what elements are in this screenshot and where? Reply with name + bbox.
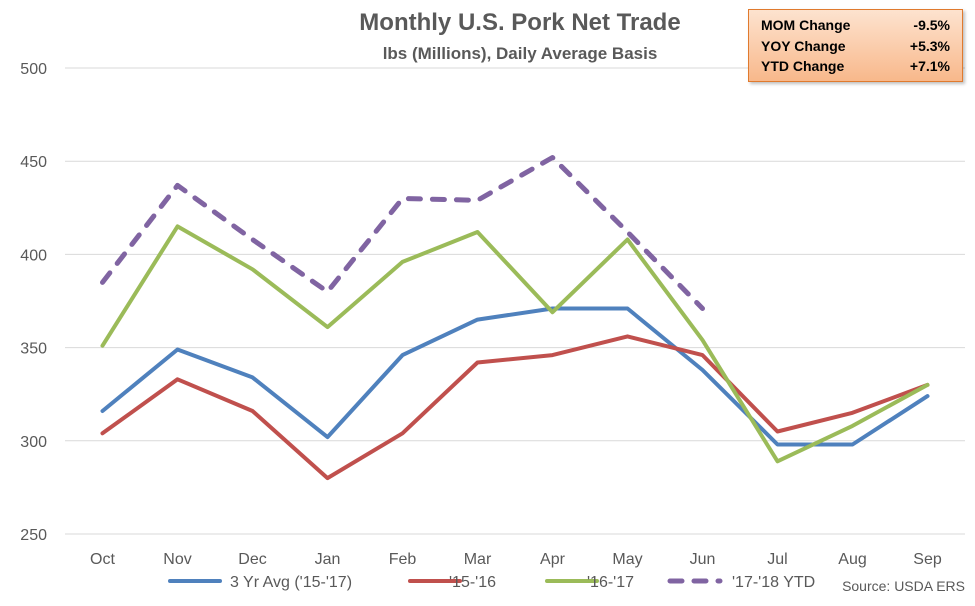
x-tick-label: Jan (315, 551, 341, 568)
source-note: Source: USDA ERS (842, 578, 965, 594)
series-line (100, 224, 930, 464)
legend: 3 Yr Avg ('15-'17) '15-'16 '16-'17 '17-'18 … (168, 574, 815, 591)
stat-row-yoy: YOY Change +5.3% (761, 36, 950, 57)
legend-label: '16-'17 (587, 574, 634, 591)
chart-title: Monthly U.S. Pork Net Trade (359, 9, 680, 36)
legend-label: '15-'16 (449, 574, 496, 591)
x-tick-label: Sep (913, 551, 942, 568)
x-tick-label: Mar (464, 551, 492, 568)
x-tick-label: May (612, 551, 642, 568)
stat-value: +7.1% (909, 58, 950, 74)
x-tick-label: Aug (838, 551, 866, 568)
x-tick-label: Dec (238, 551, 266, 568)
chart-subtitle: lbs (Millions), Daily Average Basis (383, 44, 658, 63)
x-tick-label: Nov (163, 551, 191, 568)
series-line (100, 155, 705, 311)
stat-label: MOM Change (761, 17, 851, 33)
x-axis-ticks: Oct Nov Dec Jan Feb Mar Apr May Jun Jul Aug Sep (90, 551, 942, 568)
y-tick-label: 350 (20, 341, 47, 358)
y-tick-label: 450 (20, 154, 47, 171)
y-tick-label: 500 (20, 61, 47, 78)
stat-value: -9.5% (913, 17, 950, 33)
stat-label: YOY Change (761, 37, 846, 54)
y-axis-ticks: 250 300 350 400 450 500 (20, 61, 47, 544)
series-line (100, 306, 930, 447)
y-tick-label: 400 (20, 247, 47, 264)
legend-label: '17-'18 YTD (732, 574, 815, 591)
y-tick-label: 300 (20, 434, 47, 451)
x-tick-label: Jun (690, 551, 716, 568)
x-tick-label: Apr (540, 551, 566, 568)
stat-label: YTD Change (761, 58, 845, 74)
legend-label: 3 Yr Avg ('15-'17) (230, 574, 352, 591)
gridlines (65, 67, 965, 535)
y-tick-label: 250 (20, 527, 47, 544)
series-lines (100, 155, 930, 481)
x-tick-label: Jul (767, 551, 787, 568)
stat-value: +5.3% (909, 37, 950, 54)
series-line (100, 334, 930, 481)
stat-row-mom: MOM Change -9.5% (761, 15, 950, 36)
stat-row-ytd: YTD Change +7.1% (761, 56, 950, 77)
x-tick-label: Feb (389, 551, 417, 568)
x-tick-label: Oct (90, 551, 115, 568)
change-summary-box: MOM Change -9.5% YOY Change +5.3% YTD Ch… (748, 9, 963, 82)
